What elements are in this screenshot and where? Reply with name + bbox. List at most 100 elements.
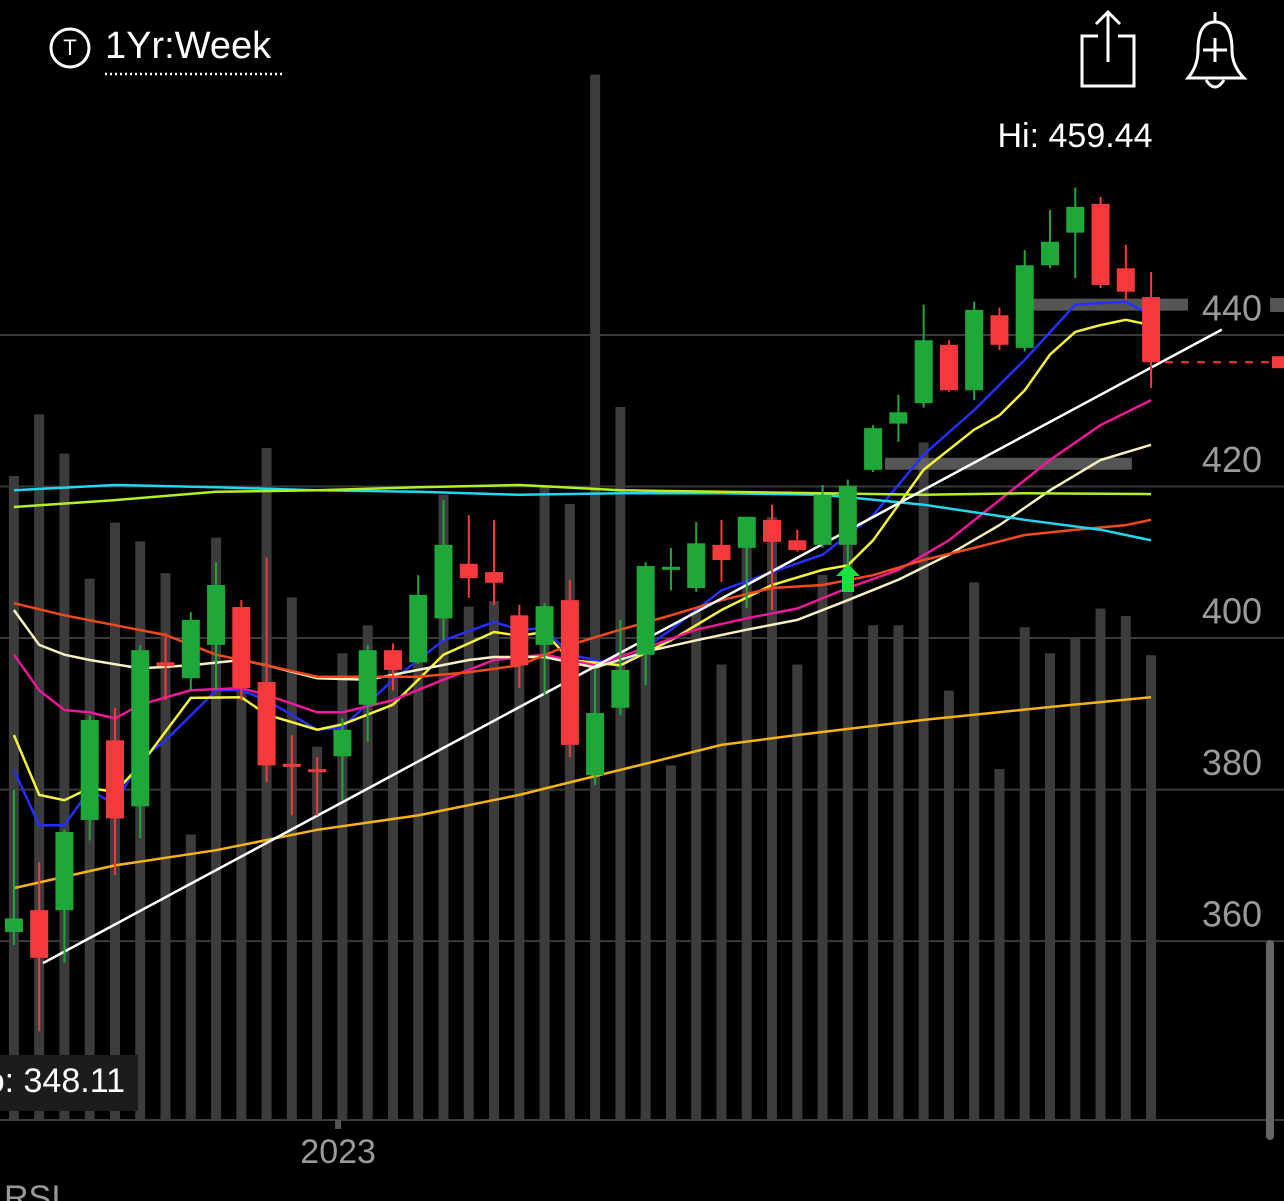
volume-bar xyxy=(564,504,575,1120)
moving-average-line xyxy=(12,398,1152,720)
candle-body xyxy=(358,650,377,705)
volume-bar xyxy=(337,653,348,1120)
low-label: Lo: 348.11 xyxy=(0,1062,125,1100)
trend-line xyxy=(42,328,1223,965)
header: T 1Yr:Week xyxy=(49,9,1248,89)
bell xyxy=(1184,20,1248,80)
candle-body xyxy=(510,615,529,666)
candle-body xyxy=(737,516,756,548)
volume-bar xyxy=(943,690,954,1120)
axis-level-marker xyxy=(1270,298,1284,312)
candle-body xyxy=(485,572,504,583)
candle-body xyxy=(459,563,478,579)
volume-bar xyxy=(312,746,323,1120)
bell-plus xyxy=(1203,12,1227,62)
volume-bar xyxy=(590,74,601,1121)
volume-bar xyxy=(640,578,651,1120)
volume-bar xyxy=(969,582,980,1120)
volume-bar xyxy=(868,625,879,1120)
candle-body xyxy=(611,669,630,708)
candle-body xyxy=(1040,241,1059,266)
volume-bar xyxy=(792,664,803,1120)
volume-bar xyxy=(261,448,272,1120)
moving-average-line xyxy=(13,518,1152,678)
candle-body xyxy=(864,428,883,470)
candle-body xyxy=(105,740,124,819)
candle-body xyxy=(1091,203,1110,285)
volume-bar xyxy=(236,634,247,1120)
candle-body xyxy=(535,606,554,645)
candle-body xyxy=(131,650,150,807)
candle-body xyxy=(1142,297,1161,363)
volume-bar xyxy=(691,612,702,1120)
price-zone xyxy=(884,457,1132,470)
volume-bar xyxy=(1095,608,1106,1120)
candle-body xyxy=(409,594,428,663)
y-tick-label: 420 xyxy=(1202,439,1262,480)
y-tick-label: 360 xyxy=(1202,894,1262,935)
moving-average-line xyxy=(12,318,1152,802)
timeframe-selector[interactable]: 1Yr:Week xyxy=(105,25,272,67)
volume-bar xyxy=(918,442,929,1120)
volume-bar xyxy=(539,485,550,1120)
candle-body xyxy=(661,566,680,570)
candle-body xyxy=(156,662,175,667)
candle-body xyxy=(80,719,99,820)
x-tick-label: 2023 xyxy=(300,1133,376,1171)
share-box xyxy=(1080,34,1136,88)
candle-body xyxy=(4,918,23,933)
candle-body xyxy=(1116,268,1135,292)
bell-clapper xyxy=(1204,79,1226,89)
volume-bar xyxy=(842,545,853,1120)
candle-body xyxy=(181,619,200,679)
candle-body xyxy=(939,344,958,391)
volume-bar xyxy=(59,453,70,1121)
volume-bar xyxy=(463,606,474,1120)
low-label-box xyxy=(0,1055,138,1111)
candle-body xyxy=(308,769,327,773)
ticks-layer: 360 380 400 420 440 2023 xyxy=(300,287,1262,1171)
candle-body xyxy=(914,340,933,404)
volume-bar xyxy=(387,653,398,1120)
volume-bar xyxy=(994,769,1005,1120)
candle-body xyxy=(838,485,857,545)
volume-bar xyxy=(665,765,676,1120)
candle-body xyxy=(207,585,226,645)
volume-bar xyxy=(1019,627,1030,1120)
scrollbar[interactable] xyxy=(1266,940,1274,1140)
candle-body xyxy=(383,650,402,670)
candle-body xyxy=(889,412,908,424)
volume-bar xyxy=(413,617,424,1120)
volume-bar xyxy=(489,601,500,1120)
volume-bar xyxy=(817,574,828,1120)
volume-bar xyxy=(438,494,449,1121)
candle-body xyxy=(30,910,49,958)
candles-layer xyxy=(4,187,1284,1032)
volume-bar xyxy=(893,625,904,1120)
share-button[interactable] xyxy=(1080,9,1136,88)
volume-layer xyxy=(8,74,1157,1121)
candle-body xyxy=(1015,265,1034,348)
ticker-icon xyxy=(49,27,91,69)
share-arrow xyxy=(1094,9,1122,62)
y-tick-label: 440 xyxy=(1202,287,1262,328)
volume-bar xyxy=(185,834,196,1120)
candle-body xyxy=(687,543,706,589)
candle-body xyxy=(434,544,453,619)
volume-bar xyxy=(34,414,45,1120)
alert-button[interactable] xyxy=(1184,12,1248,89)
candle-body xyxy=(813,494,832,545)
volume-bar xyxy=(1044,653,1055,1120)
candle-body xyxy=(282,763,301,767)
candle-body xyxy=(333,729,352,757)
moving-average-line xyxy=(13,695,1152,890)
volume-bar xyxy=(716,664,727,1120)
candle-body xyxy=(1066,206,1085,233)
volume-bar xyxy=(767,517,778,1120)
candle-body xyxy=(636,566,655,655)
candle-body xyxy=(586,713,605,776)
volume-bar xyxy=(1120,616,1131,1120)
volume-bar xyxy=(286,597,297,1120)
